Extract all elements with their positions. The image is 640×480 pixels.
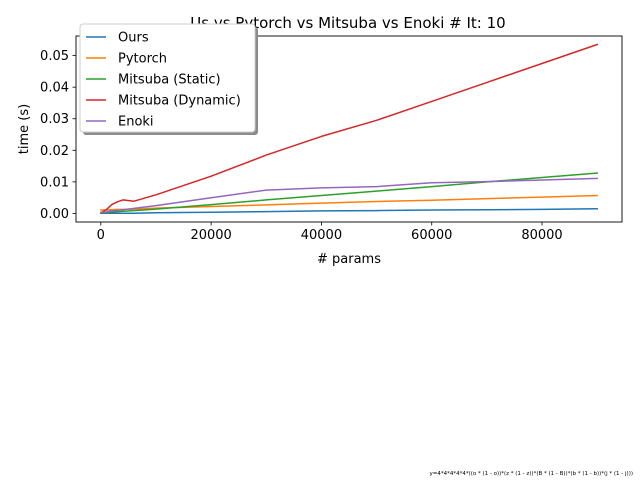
y-tick-label-1: 0.01 [40, 175, 69, 190]
x-axis: 0 20000 40000 60000 80000 [97, 222, 563, 243]
series-line-3 [99, 43, 599, 214]
plot-area [75, 35, 623, 223]
y-tick-label-4: 0.04 [40, 81, 69, 96]
axes-frame [75, 35, 623, 223]
x-tick-label-1: 20000 [190, 228, 231, 243]
x-tick-label-3: 60000 [411, 228, 452, 243]
y-tick-label-5: 0.05 [40, 49, 69, 64]
y-tick-label-0: 0.00 [40, 207, 69, 222]
series-line-1 [100, 194, 598, 211]
legend-label-1: Pytorch [118, 52, 167, 67]
chart-title: Us vs Pytorch vs Mitsuba vs Enoki # It: … [190, 14, 505, 32]
series-line-2 [100, 172, 599, 214]
y-axis: 0.00 0.01 0.02 0.03 0.04 0.05 [40, 49, 76, 222]
legend-box [79, 23, 256, 133]
legend-label-4: Enoki [118, 115, 154, 130]
x-axis-label: # params [317, 252, 381, 267]
legend: Ours Pytorch Mitsuba (Static) Mitsuba (Dyna… [79, 23, 258, 135]
formula-footnote: y=4*4*4*4*4*((o * (1 - o))*(z * (1 - z))… [429, 471, 633, 477]
legend-label-0: Ours [118, 31, 149, 46]
legend-label-3: Mitsuba (Dynamic) [118, 94, 241, 109]
x-tick-label-2: 40000 [301, 228, 342, 243]
y-axis-label: time (s) [17, 104, 32, 154]
y-tick-label-3: 0.03 [40, 112, 69, 127]
x-tick-label-0: 0 [97, 228, 105, 243]
y-tick-label-2: 0.02 [40, 144, 69, 159]
legend-entries: Ours Pytorch Mitsuba (Static) Mitsuba (Dyna… [86, 31, 241, 130]
x-tick-label-4: 80000 [521, 228, 562, 243]
series-line-4 [99, 177, 598, 214]
series-line-0 [100, 207, 598, 214]
legend-label-2: Mitsuba (Static) [118, 73, 221, 88]
series-layer [99, 43, 599, 214]
